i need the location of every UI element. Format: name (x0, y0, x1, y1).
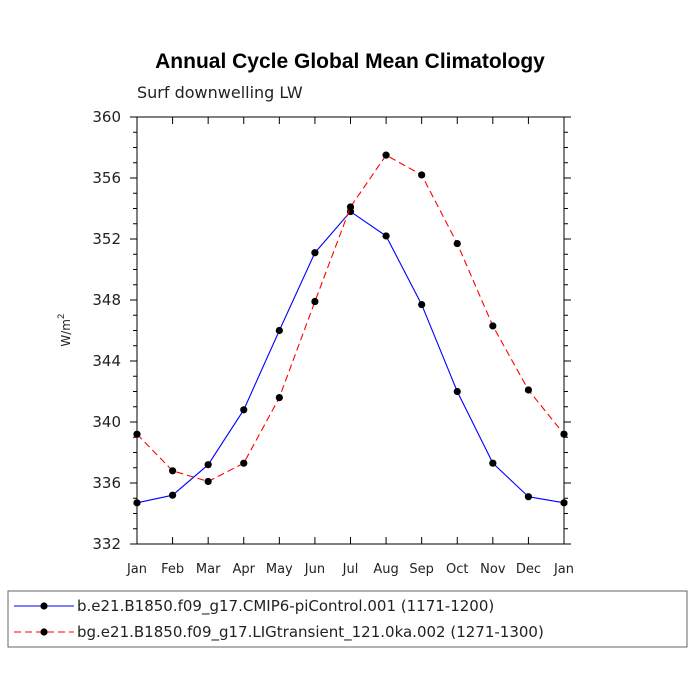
series-line-1 (136, 210, 565, 504)
x-tick-label: Jan (553, 562, 574, 577)
y-tick-label: 336 (92, 474, 121, 492)
series-2-point (168, 467, 177, 475)
legend-label-1: b.e21.B1850.f09_g17.CMIP6-piControl.001 … (77, 597, 494, 616)
series-2-point (382, 151, 390, 159)
chart-subtitle: Surf downwelling LW (137, 83, 303, 102)
plot-frame (136, 116, 565, 545)
series-2-point (418, 171, 426, 179)
series-2-point (275, 394, 283, 402)
y-tick-label: 348 (92, 291, 121, 309)
y-tick-label: 360 (92, 108, 121, 126)
y-axis-label: W/m2 (57, 313, 73, 346)
y-axis-label-superscript: 2 (57, 313, 67, 319)
legend-box (7, 590, 688, 648)
x-tick-label: Oct (446, 562, 468, 577)
series-1-point (524, 493, 533, 501)
series-2-point (453, 239, 461, 248)
series-1-point (240, 406, 248, 414)
x-tick-label: Feb (161, 562, 184, 577)
series-2-point (524, 386, 533, 394)
x-tick-label: Apr (233, 562, 256, 577)
x-tick-label: Dec (516, 562, 541, 577)
y-tick-label: 352 (92, 230, 121, 248)
y-tick-label: 344 (92, 352, 121, 370)
series-1-point (168, 491, 177, 499)
x-tick-label: Jan (126, 562, 147, 577)
y-axis-label-main: W/m (59, 319, 73, 347)
series-2-point (311, 297, 319, 306)
x-tick-label: Jul (342, 562, 359, 577)
y-tick-label: 340 (92, 413, 121, 431)
series-1-point (382, 232, 390, 240)
series-1-point (275, 326, 283, 335)
series-1-point (311, 249, 319, 257)
y-tick-label: 356 (92, 169, 121, 187)
series-1-point (418, 300, 426, 309)
chart-title: Annual Cycle Global Mean Climatology (155, 50, 545, 73)
x-tick-label: Mar (196, 562, 221, 577)
series-2-point (489, 322, 497, 330)
x-tick-label: Nov (480, 562, 506, 577)
legend-label-2: bg.e21.B1850.f09_g17.LIGtransient_121.0k… (77, 623, 544, 642)
x-tick-label: Jun (304, 562, 325, 577)
series-1-point (453, 387, 461, 396)
series-1-point (489, 459, 497, 467)
y-tick-label: 332 (92, 535, 121, 553)
x-tick-label: May (266, 562, 293, 577)
series-2-point (346, 203, 355, 211)
svg-text:W/m2: W/m2 (57, 313, 73, 346)
series-1-point (204, 461, 212, 469)
series-2-point (240, 459, 248, 467)
legend: b.e21.B1850.f09_g17.CMIP6-piControl.001 … (7, 590, 688, 648)
x-tick-label: Sep (409, 562, 434, 577)
series-2-point (204, 477, 212, 486)
x-tick-label: Aug (373, 562, 398, 577)
legend-marker-1 (40, 602, 48, 610)
legend-marker-2 (40, 628, 48, 636)
